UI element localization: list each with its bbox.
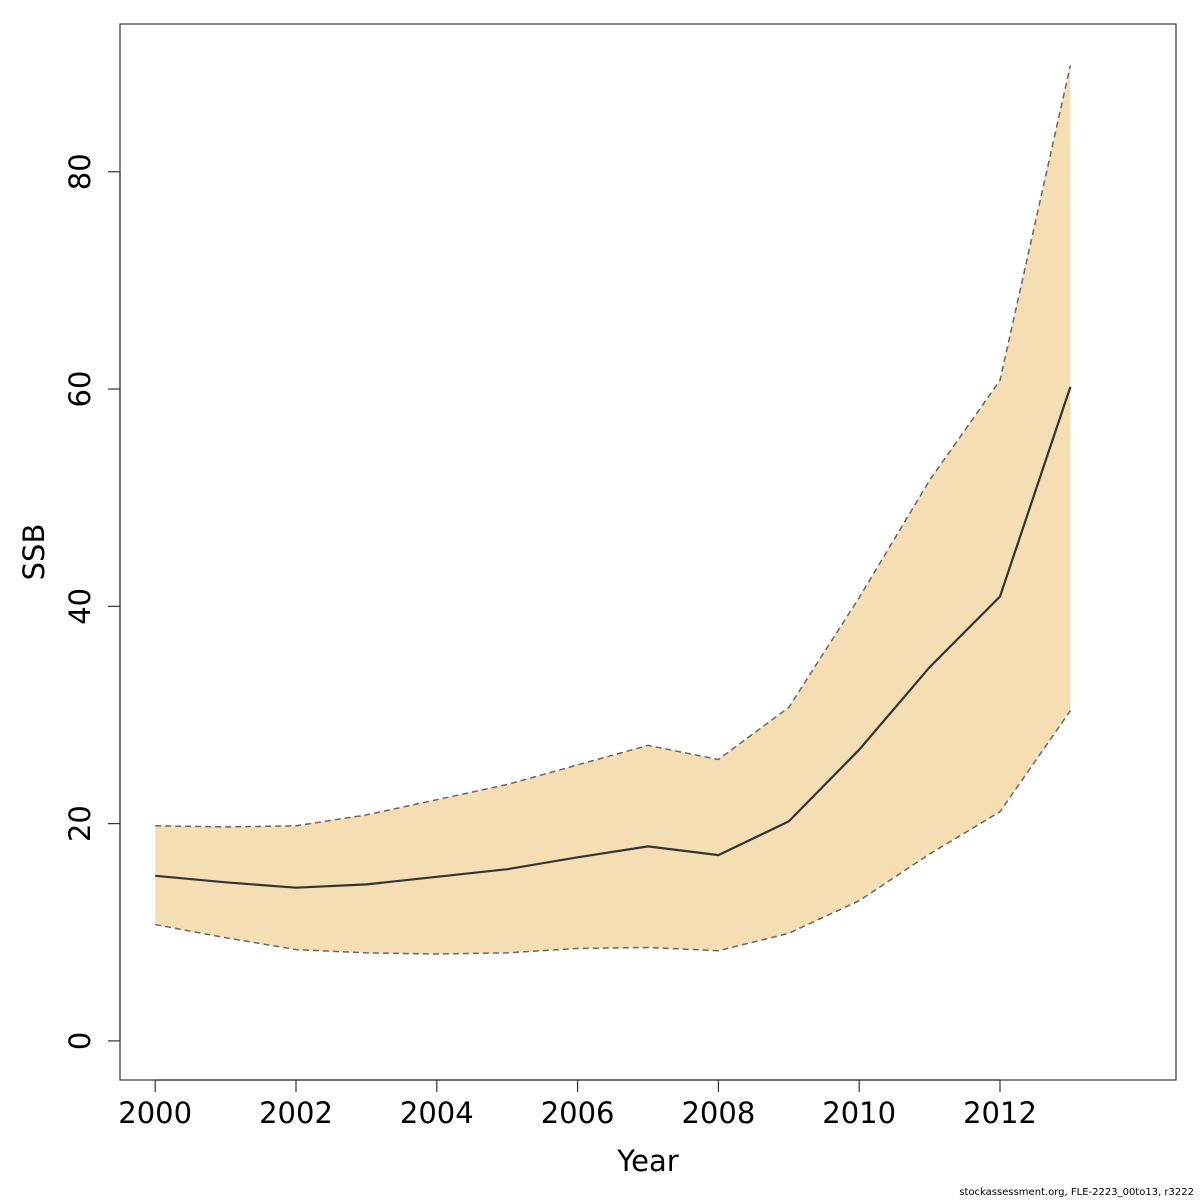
x-axis: 2000 2002 2004 2006 2008 2010 2012: [118, 1079, 1037, 1130]
y-tick-label: 40: [63, 588, 97, 625]
y-axis-title: SSB: [17, 524, 51, 581]
y-tick-label: 20: [63, 805, 97, 842]
x-tick-label: 2002: [259, 1096, 333, 1130]
ssb-estimate-line: [155, 386, 1072, 889]
lower-bound-line: [155, 710, 1072, 955]
x-tick-label: 2008: [681, 1096, 755, 1130]
confidence-band: [155, 65, 1071, 955]
x-axis-title: Year: [616, 1144, 678, 1178]
x-tick-label: 2004: [400, 1096, 474, 1130]
x-tick-label: 2006: [541, 1096, 615, 1130]
x-tick-label: 2010: [822, 1096, 896, 1130]
y-tick-label: 60: [63, 371, 97, 408]
y-tick-label: 80: [63, 153, 97, 190]
y-tick-label: 0: [63, 1032, 97, 1050]
y-axis: 0 20 40 60 80: [63, 153, 121, 1050]
x-tick-label: 2000: [118, 1096, 192, 1130]
upper-bound-line: [155, 65, 1072, 828]
footer-note: stockassessment.org, FLE-2223_00to13, r3…: [959, 1187, 1194, 1198]
x-tick-label: 2012: [963, 1096, 1037, 1130]
